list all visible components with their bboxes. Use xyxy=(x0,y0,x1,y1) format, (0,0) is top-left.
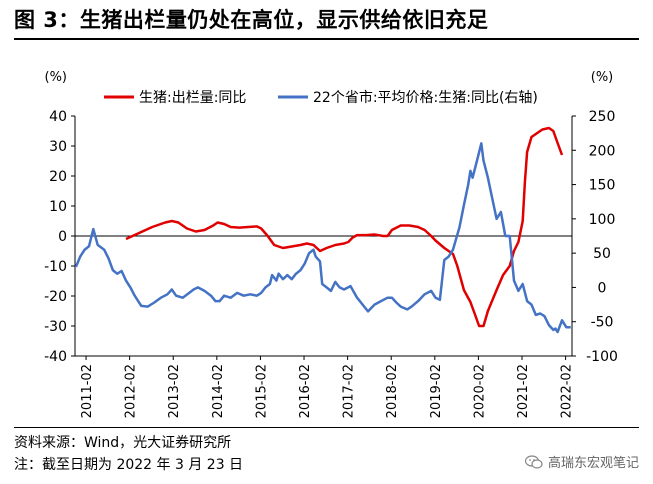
right-axis: (%) -100 -50 0 50 100 150 200 250 xyxy=(571,70,618,365)
left-tick-label: 20 xyxy=(49,169,67,185)
right-tick-label: 50 xyxy=(593,246,611,262)
watermark-text: 高瑞东宏观笔记 xyxy=(547,456,639,471)
left-axis-unit: (%) xyxy=(45,70,68,85)
plot-lines xyxy=(74,126,571,334)
left-tick-label: 10 xyxy=(49,199,67,215)
source-note: 资料来源：Wind，光大证券研究所 xyxy=(14,435,232,451)
right-tick-label: -100 xyxy=(586,349,618,365)
right-tick-label: 200 xyxy=(589,143,616,159)
x-tick-label: 2011-02 xyxy=(80,364,95,418)
right-tick-label: 0 xyxy=(598,280,607,296)
x-tick-label: 2022-02 xyxy=(560,364,575,418)
legend-label: 生猪:出栏量:同比 xyxy=(139,90,246,106)
right-tick-label: 150 xyxy=(589,178,616,194)
right-tick-label: 100 xyxy=(589,212,616,228)
left-tick-label: -40 xyxy=(44,349,67,365)
legend-label: 22个省市:平均价格:生猪:同比(右轴) xyxy=(313,89,538,106)
left-tick-label: -30 xyxy=(44,319,67,335)
right-axis-unit: (%) xyxy=(591,70,614,85)
x-tick-label: 2013-02 xyxy=(167,364,182,418)
left-tick-label: -20 xyxy=(44,289,67,305)
left-tick-label: 30 xyxy=(49,139,67,155)
legend: 生猪:出栏量:同比 22个省市:平均价格:生猪:同比(右轴) xyxy=(104,89,538,106)
footer-rule xyxy=(14,427,639,428)
x-tick-label: 2020-02 xyxy=(472,364,487,418)
title-rule xyxy=(14,38,639,40)
x-tick-label: 2017-02 xyxy=(342,364,357,418)
left-tick-label: 40 xyxy=(49,109,67,125)
x-tick-label: 2014-02 xyxy=(211,364,226,418)
wechat-icon xyxy=(524,454,543,469)
x-tick-label: 2021-02 xyxy=(516,364,531,418)
date-note: 注：截至日期为 2022 年 3 月 23 日 xyxy=(14,457,244,473)
right-tick-label: 250 xyxy=(589,109,616,125)
right-tick-label: -50 xyxy=(591,315,614,331)
figure-title: 图 3：生猪出栏量仍处在高位，显示供给依旧充足 xyxy=(14,8,489,32)
x-tick-label: 2015-02 xyxy=(254,364,269,418)
watermark: 高瑞东宏观笔记 xyxy=(524,452,639,471)
series-line-blue xyxy=(74,142,571,334)
series-line-red xyxy=(125,126,564,328)
x-tick-label: 2018-02 xyxy=(385,364,400,418)
left-axis: (%) -40 -30 -20 -10 0 10 20 30 40 xyxy=(44,70,76,365)
left-tick-label: 0 xyxy=(58,229,67,245)
x-tick-label: 2019-02 xyxy=(429,364,444,418)
left-tick-label: -10 xyxy=(44,259,67,275)
x-tick-label: 2012-02 xyxy=(124,364,139,418)
x-axis: 2011-02 2012-02 2013-02 2014-02 2015-02 2016-… xyxy=(75,235,575,418)
x-tick-label: 2016-02 xyxy=(298,364,313,418)
